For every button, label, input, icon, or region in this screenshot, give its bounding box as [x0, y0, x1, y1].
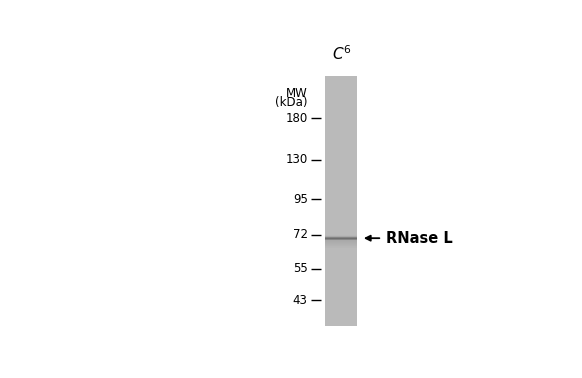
Text: $\mathit{C}^{6}$: $\mathit{C}^{6}$ [332, 44, 352, 63]
Text: (kDa): (kDa) [275, 96, 308, 109]
Text: 130: 130 [286, 153, 308, 166]
Text: 43: 43 [293, 294, 308, 307]
Text: 72: 72 [293, 228, 308, 241]
Text: 180: 180 [286, 112, 308, 125]
Text: RNase L: RNase L [386, 231, 453, 246]
Text: MW: MW [286, 87, 308, 100]
Text: 55: 55 [293, 262, 308, 275]
Text: 95: 95 [293, 193, 308, 206]
